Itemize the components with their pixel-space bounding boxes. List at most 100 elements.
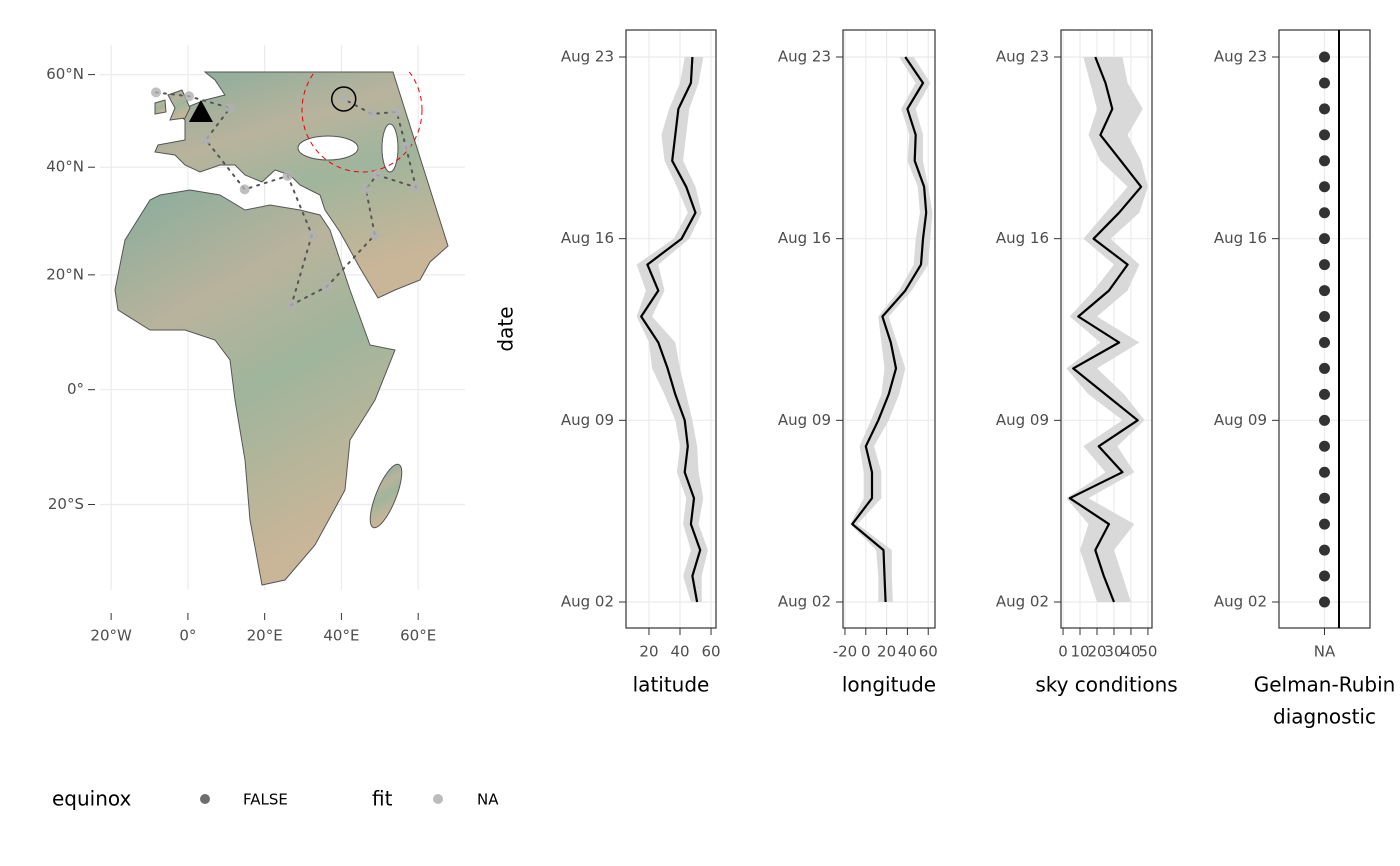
y-tick-label: Aug 09 — [778, 411, 831, 429]
point — [1319, 181, 1330, 193]
x-tick-label: 20 — [877, 643, 896, 661]
point — [1319, 311, 1330, 323]
panel-border — [1060, 29, 1153, 629]
x-tick-label: 50 — [1138, 643, 1157, 661]
track-point — [400, 141, 411, 152]
point — [1319, 336, 1330, 348]
point — [1319, 259, 1330, 271]
point — [1319, 492, 1330, 504]
caspian-sea — [381, 123, 399, 173]
track-point — [338, 93, 349, 104]
x-axis-title: latitude — [633, 673, 710, 697]
y-tick-label: Aug 23 — [561, 48, 614, 66]
x-axis-title: longitude — [842, 673, 936, 697]
track-point — [391, 107, 402, 118]
track-point — [360, 184, 371, 195]
x-tick-label: 20°W — [90, 627, 132, 645]
panel-border — [842, 29, 936, 629]
x-tick-label: 20 — [639, 643, 658, 661]
x-tick-label: 60°E — [400, 627, 436, 645]
y-tick-label: 0° — [67, 380, 84, 398]
x-tick-label: 10 — [1070, 643, 1089, 661]
point — [1319, 207, 1330, 219]
x-tick-label: 30 — [1104, 643, 1123, 661]
legend-title: equinox — [52, 787, 132, 811]
track-point — [366, 108, 377, 119]
point — [1319, 233, 1330, 245]
y-tick-label: Aug 02 — [778, 593, 831, 611]
legend-key — [433, 794, 443, 804]
y-tick-label: Aug 23 — [1214, 48, 1267, 66]
track-point — [369, 229, 380, 240]
ribbon — [636, 57, 708, 602]
track-point — [410, 182, 421, 193]
x-tick-label: 0 — [1058, 643, 1068, 661]
point — [1319, 103, 1330, 115]
x-tick-label: 0° — [179, 627, 196, 645]
madagascar — [369, 463, 403, 529]
point — [1319, 129, 1330, 141]
line — [640, 56, 702, 603]
point — [1319, 77, 1330, 89]
end-marker — [330, 86, 357, 112]
track-point — [151, 87, 162, 98]
range-outline — [301, 72, 423, 173]
black-sea — [297, 135, 359, 161]
y-tick-label: Aug 16 — [778, 229, 831, 247]
panel-border — [1278, 29, 1371, 629]
x-tick-label: 40 — [670, 643, 689, 661]
landmass — [114, 71, 449, 586]
x-tick-label: -20 — [833, 643, 858, 661]
point — [1319, 440, 1330, 452]
x-tick-label: NA — [1314, 643, 1336, 661]
y-tick-label: Aug 23 — [996, 48, 1049, 66]
x-tick-label: 20°E — [247, 627, 283, 645]
point — [1319, 596, 1330, 608]
point — [1319, 518, 1330, 530]
x-tick-label: 0 — [861, 643, 871, 661]
y-tick-label: Aug 02 — [996, 593, 1049, 611]
x-tick-label: 60 — [919, 643, 938, 661]
y-tick-label: Aug 16 — [561, 229, 614, 247]
x-tick-label: 40 — [898, 643, 917, 661]
legend-title: fit — [372, 787, 393, 811]
y-tick-label: Aug 23 — [778, 48, 831, 66]
y-tick-label: 60°N — [46, 65, 84, 83]
y-tick-label: Aug 09 — [561, 411, 614, 429]
track-point — [239, 184, 250, 195]
track-point — [282, 170, 293, 181]
x-axis-title: diagnostic — [1273, 705, 1376, 729]
y-tick-label: Aug 09 — [1214, 411, 1267, 429]
track-point — [286, 299, 297, 310]
y-tick-label: Aug 02 — [561, 593, 614, 611]
x-tick-label: 60 — [701, 643, 720, 661]
point — [1319, 570, 1330, 582]
y-tick-label: 20°N — [46, 265, 84, 283]
y-tick-label: Aug 09 — [996, 411, 1049, 429]
point — [1319, 414, 1330, 426]
start-marker — [188, 100, 213, 123]
y-tick-label: 40°N — [46, 158, 84, 176]
point — [1319, 51, 1330, 63]
line — [1068, 56, 1143, 603]
x-tick-label: 40°E — [323, 627, 359, 645]
x-axis-title: Gelman-Rubin — [1254, 673, 1396, 697]
track-point — [306, 229, 317, 240]
x-axis-title: sky conditions — [1035, 673, 1177, 697]
y-axis-title: date — [494, 306, 518, 351]
track-point — [184, 91, 195, 102]
point — [1319, 466, 1330, 478]
point — [1319, 388, 1330, 400]
point — [1319, 544, 1330, 556]
y-tick-label: 20°S — [48, 495, 84, 513]
ribbon — [1066, 57, 1148, 602]
ireland — [154, 99, 167, 115]
legend-label: NA — [477, 791, 499, 809]
x-tick-label: 40 — [1121, 643, 1140, 661]
x-tick-label: 20 — [1087, 643, 1106, 661]
line — [851, 56, 928, 603]
track-point — [371, 169, 382, 180]
y-tick-label: Aug 16 — [996, 229, 1049, 247]
point — [1319, 155, 1330, 167]
